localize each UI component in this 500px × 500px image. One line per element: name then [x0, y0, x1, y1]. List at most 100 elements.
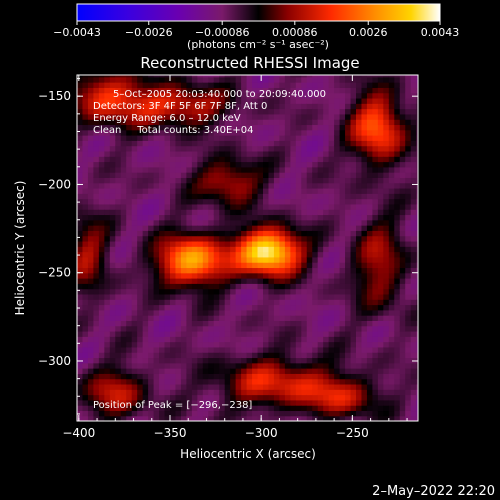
heatmap-cell: [399, 299, 406, 306]
heatmap-cell: [208, 156, 215, 163]
heatmap-cell: [246, 346, 253, 353]
heatmap-cell: [191, 182, 198, 189]
heatmap-cell: [383, 235, 390, 242]
heatmap-cell: [350, 97, 357, 104]
heatmap-cell: [377, 108, 384, 115]
heatmap-cell: [180, 119, 188, 126]
heatmap-cell: [323, 182, 330, 189]
heatmap-cell: [328, 315, 335, 321]
heatmap-cell: [77, 161, 84, 168]
heatmap-cell: [120, 225, 127, 231]
heatmap-cell: [301, 156, 308, 163]
heatmap-cell: [295, 75, 302, 78]
heatmap-cell: [416, 368, 418, 374]
heatmap-cell: [345, 278, 352, 284]
heatmap-cell: [279, 75, 286, 78]
heatmap-cell: [202, 378, 209, 385]
heatmap-cell: [170, 225, 177, 231]
heatmap-cell: [126, 161, 133, 168]
heatmap-cell: [279, 346, 286, 353]
heatmap-cell: [159, 214, 166, 221]
heatmap-cell: [388, 198, 395, 205]
heatmap-cell: [366, 309, 374, 316]
heatmap-cell: [410, 288, 417, 295]
heatmap-cell: [361, 129, 368, 136]
heatmap-cell: [279, 82, 286, 88]
heatmap-cell: [77, 346, 84, 353]
heatmap-cell: [186, 256, 193, 263]
heatmap-cell: [328, 108, 335, 115]
colorbar: [76, 3, 441, 22]
heatmap-cell: [235, 87, 242, 94]
heatmap-cell: [208, 235, 215, 242]
heatmap-cell: [180, 262, 188, 269]
heatmap-cell: [328, 405, 335, 412]
heatmap-cell: [175, 383, 182, 390]
heatmap-cell: [372, 193, 379, 200]
heatmap-cell: [153, 278, 160, 284]
heatmap-cell: [197, 299, 204, 306]
heatmap-cell: [279, 415, 286, 421]
heatmap-cell: [142, 362, 149, 369]
heatmap-cell: [279, 103, 286, 110]
heatmap-cell: [323, 103, 330, 110]
heatmap-cell: [263, 378, 270, 385]
heatmap-cell: [208, 119, 215, 126]
heatmap-cell: [399, 97, 406, 104]
heatmap-cell: [361, 389, 368, 396]
heatmap-cell: [284, 368, 291, 374]
heatmap-cell: [350, 330, 357, 337]
heatmap-cell: [388, 272, 395, 279]
heatmap-cell: [312, 75, 319, 78]
heatmap-cell: [405, 214, 412, 221]
heatmap-cell: [202, 214, 209, 221]
heatmap-cell: [219, 293, 226, 300]
heatmap-cell: [306, 97, 313, 104]
heatmap-cell: [115, 177, 122, 184]
heatmap-cell: [372, 251, 379, 258]
heatmap-cell: [350, 378, 357, 385]
heatmap-cell: [109, 230, 116, 237]
heatmap-cell: [77, 246, 84, 253]
heatmap-cell: [137, 325, 144, 332]
heatmap-cell: [246, 394, 253, 401]
heatmap-cell: [115, 182, 122, 189]
heatmap-cell: [148, 108, 155, 115]
heatmap-cell: [361, 394, 368, 401]
heatmap-cell: [312, 172, 319, 178]
heatmap-cell: [295, 140, 302, 147]
heatmap-cell: [98, 267, 105, 274]
heatmap-cell: [170, 299, 177, 306]
heatmap-cell: [180, 182, 188, 189]
heatmap-cell: [339, 214, 346, 221]
heatmap-cell: [87, 145, 95, 152]
heatmap-cell: [372, 278, 379, 284]
heatmap-cell: [334, 156, 341, 163]
heatmap-cell: [213, 341, 220, 348]
heatmap-cell: [377, 415, 384, 421]
heatmap-cell: [197, 82, 204, 88]
heatmap-cell: [197, 209, 204, 216]
heatmap-cell: [273, 87, 281, 94]
heatmap-cell: [219, 140, 226, 147]
heatmap-cell: [257, 368, 264, 374]
heatmap-cell: [317, 293, 324, 300]
heatmap-cell: [416, 187, 418, 194]
heatmap-cell: [268, 346, 275, 353]
heatmap-cell: [170, 394, 177, 401]
heatmap-cell: [197, 76, 204, 83]
heatmap-cell: [372, 405, 379, 412]
heatmap-cell: [383, 129, 390, 136]
heatmap-cell: [104, 357, 111, 364]
heatmap-cell: [394, 124, 401, 131]
heatmap-cell: [263, 262, 270, 269]
heatmap-cell: [317, 209, 324, 216]
heatmap-cell: [350, 336, 357, 343]
heatmap-cell: [394, 352, 401, 359]
heatmap-cell: [339, 399, 346, 406]
heatmap-cell: [273, 262, 281, 269]
heatmap-cell: [301, 108, 308, 115]
heatmap-cell: [180, 336, 188, 343]
heatmap-cell: [339, 336, 346, 343]
heatmap-cell: [383, 394, 390, 401]
